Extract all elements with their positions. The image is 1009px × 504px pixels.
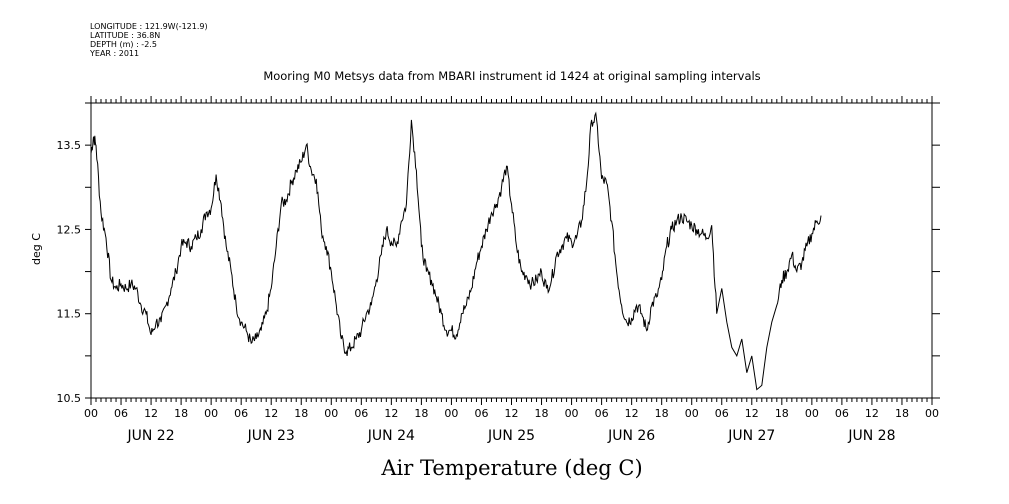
x-tick-label: 12 [865, 407, 879, 420]
x-tick-label: 06 [595, 407, 609, 420]
date-label: JUN 22 [127, 428, 175, 444]
y-tick-label: 12.5 [57, 223, 82, 236]
x-tick-label: 00 [444, 407, 458, 420]
year-text: YEAR : 2011 [90, 49, 140, 58]
plot-frame [90, 102, 933, 399]
chart-title: Mooring M0 Metsys data from MBARI instru… [263, 69, 760, 83]
depth-text: DEPTH (m) : -2.5 [90, 40, 157, 49]
x-tick-label: 00 [925, 407, 939, 420]
latitude-text: LATITUDE : 36.8N [90, 31, 161, 40]
x-tick-label: 12 [505, 407, 519, 420]
x-tick-label: 12 [384, 407, 398, 420]
x-tick-label: 18 [775, 407, 789, 420]
x-tick-labels: 00 06 12 18 00 06 12 18 00 06 12 18 00 06 12 18 00 06 12 18… [84, 407, 939, 420]
date-label: JUN 27 [727, 428, 775, 444]
date-label: JUN 26 [607, 428, 655, 444]
x-tick-label: 18 [895, 407, 909, 420]
x-tick-label: 00 [204, 407, 218, 420]
date-labels: JUN 22 JUN 23 JUN 24 JUN 25 JUN 26 JUN 27 JUN … [127, 428, 896, 444]
x-tick-label: 06 [354, 407, 368, 420]
date-label: JUN 28 [847, 428, 895, 444]
x-tick-label: 06 [234, 407, 248, 420]
date-label: JUN 23 [247, 428, 295, 444]
x-tick-label: 06 [474, 407, 488, 420]
series-line-air-temperature [90, 111, 822, 391]
x-tick-label: 06 [114, 407, 128, 420]
x-tick-label: 18 [535, 407, 549, 420]
metadata-block: LONGITUDE : 121.9W(-121.9) LATITUDE : 36… [90, 22, 208, 58]
x-tick-label: 18 [414, 407, 428, 420]
x-axis-title: Air Temperature (deg C) [380, 456, 642, 480]
x-tick-label: 12 [625, 407, 639, 420]
y-tick-labels: 10.5 11.5 12.5 13.5 [57, 139, 82, 405]
y-tick-label: 11.5 [57, 308, 82, 321]
x-tick-label: 12 [144, 407, 158, 420]
x-tick-label: 00 [324, 407, 338, 420]
date-label: JUN 24 [367, 428, 415, 444]
y-tick-label: 13.5 [57, 139, 82, 152]
x-tick-label: 18 [294, 407, 308, 420]
x-tick-label: 00 [84, 407, 98, 420]
x-tick-label: 12 [264, 407, 278, 420]
x-tick-label: 06 [715, 407, 729, 420]
x-tick-label: 18 [655, 407, 669, 420]
longitude-text: LONGITUDE : 121.9W(-121.9) [90, 22, 208, 31]
x-tick-label: 00 [685, 407, 699, 420]
x-tick-label: 06 [835, 407, 849, 420]
date-label: JUN 25 [487, 428, 535, 444]
x-tick-label: 18 [174, 407, 188, 420]
y-axis-label: deg C [30, 233, 43, 265]
x-tick-label: 00 [805, 407, 819, 420]
y-tick-label: 10.5 [57, 392, 82, 405]
tick-marks [85, 96, 940, 405]
x-tick-label: 12 [745, 407, 759, 420]
x-tick-label: 00 [565, 407, 579, 420]
